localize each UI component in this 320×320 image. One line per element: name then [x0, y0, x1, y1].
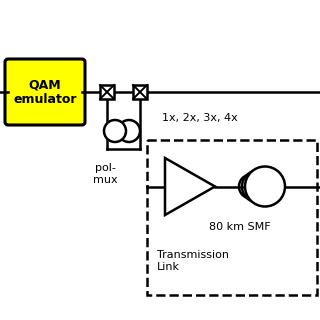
Circle shape [118, 120, 140, 142]
Text: pol-
mux: pol- mux [93, 163, 117, 185]
Circle shape [242, 171, 274, 203]
Text: Transmission
Link: Transmission Link [157, 250, 229, 272]
Circle shape [239, 174, 263, 198]
Bar [133, 85, 147, 99]
Bar [147, 140, 317, 295]
Bar [100, 85, 114, 99]
Circle shape [104, 120, 126, 142]
Text: 80 km SMF: 80 km SMF [209, 222, 271, 232]
FancyBboxPatch shape [5, 59, 85, 125]
Circle shape [245, 166, 285, 206]
Text: QAM
emulator: QAM emulator [13, 78, 77, 106]
Polygon shape [165, 158, 215, 215]
Text: 1x, 2x, 3x, 4x: 1x, 2x, 3x, 4x [162, 113, 238, 123]
